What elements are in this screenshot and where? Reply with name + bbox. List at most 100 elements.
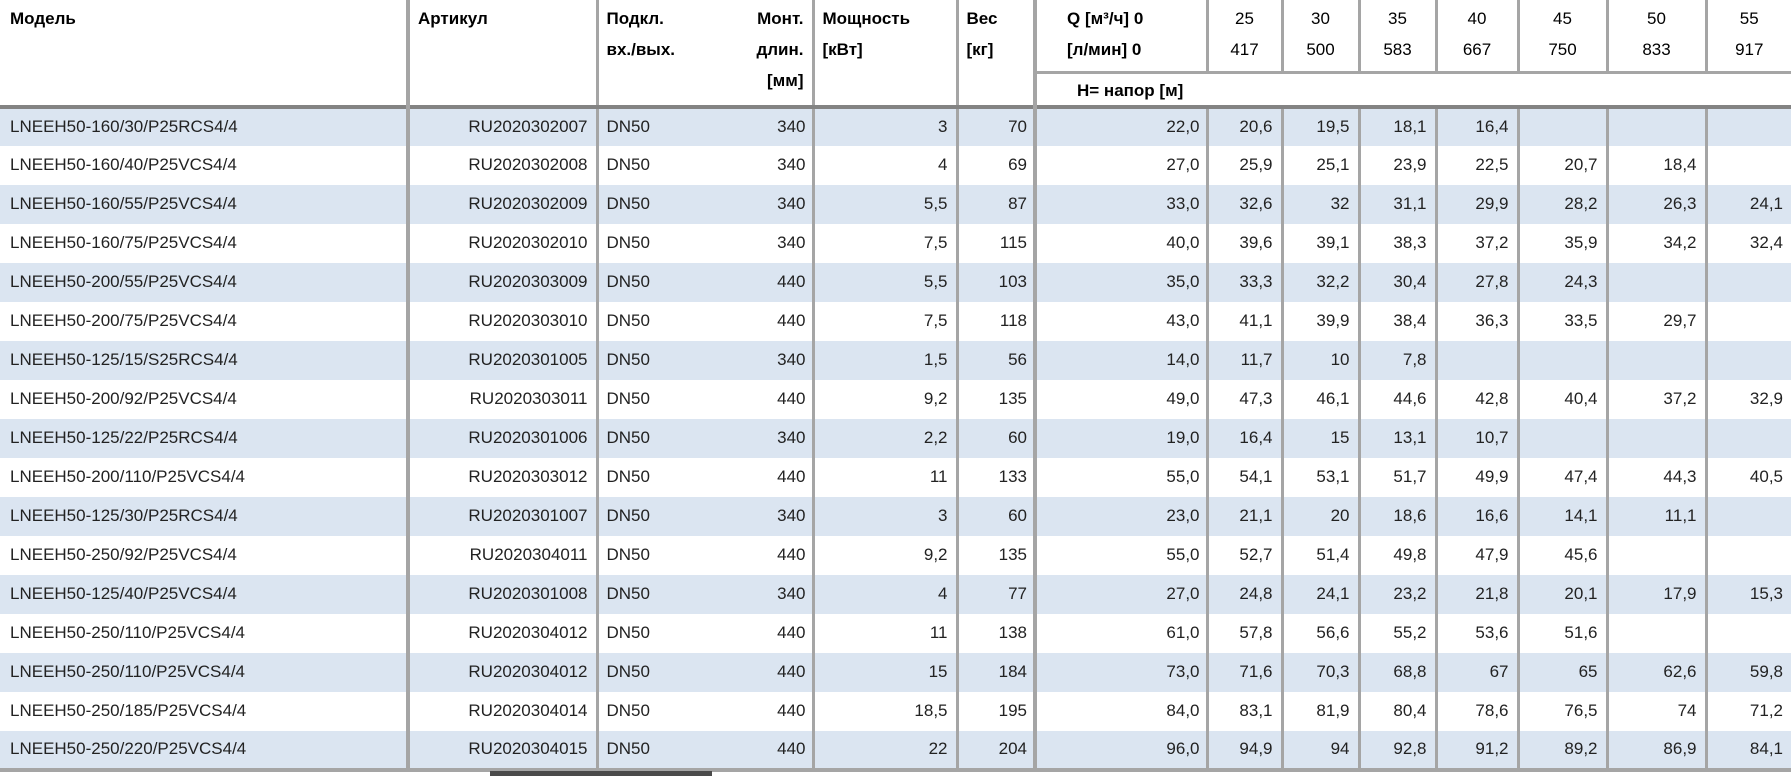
head-at-q0-cell: 23,0 bbox=[1035, 496, 1209, 536]
model-cell: LNEEH50-200/110/P25VCS4/4 bbox=[0, 457, 410, 497]
mount-length-cell: 340 bbox=[707, 104, 815, 146]
article-cell: RU2020302007 bbox=[408, 104, 599, 146]
mount-length-cell: 340 bbox=[707, 184, 815, 224]
head-value-cell: 39,1 bbox=[1282, 223, 1361, 263]
power-cell: 11 bbox=[813, 457, 959, 497]
head-value-cell: 78,6 bbox=[1436, 691, 1520, 731]
head-at-q0-cell: 55,0 bbox=[1035, 457, 1209, 497]
model-cell: LNEEH50-125/15/S25RCS4/4 bbox=[0, 340, 410, 380]
head-value-cell: 10 bbox=[1282, 340, 1361, 380]
head-value-cell: 17,9 bbox=[1607, 574, 1708, 614]
power-cell: 5,5 bbox=[813, 184, 959, 224]
head-value-cell: 25,9 bbox=[1207, 145, 1284, 185]
article-cell: RU2020304015 bbox=[408, 730, 599, 772]
head-value-cell bbox=[1706, 535, 1791, 575]
head-value-cell: 84,1 bbox=[1706, 730, 1791, 772]
head-value-cell: 40,4 bbox=[1518, 379, 1609, 419]
weight-cell: 103 bbox=[957, 262, 1037, 302]
head-at-q0-cell: 27,0 bbox=[1035, 574, 1209, 614]
model-cell: LNEEH50-200/92/P25VCS4/4 bbox=[0, 379, 410, 419]
table-row: LNEEH50-160/55/P25VCS4/4 RU2020302009 DN50… bbox=[0, 184, 1791, 224]
article-cell: RU2020302009 bbox=[408, 184, 599, 224]
head-value-cell: 18,1 bbox=[1359, 104, 1438, 146]
model-cell: LNEEH50-250/185/P25VCS4/4 bbox=[0, 691, 410, 731]
head-value-cell: 29,7 bbox=[1607, 301, 1708, 341]
mount-length-cell: 440 bbox=[707, 730, 815, 772]
column-header-flow-55: 55 917 bbox=[1706, 0, 1791, 74]
connection-cell: DN50 bbox=[597, 574, 707, 614]
head-value-cell: 18,4 bbox=[1607, 145, 1708, 185]
model-cell: LNEEH50-250/110/P25VCS4/4 bbox=[0, 652, 410, 692]
table-row: LNEEH50-160/30/P25RCS4/4 RU2020302007 DN50… bbox=[0, 104, 1791, 146]
head-value-cell: 67 bbox=[1436, 652, 1520, 692]
model-cell: LNEEH50-250/220/P25VCS4/4 bbox=[0, 730, 410, 772]
head-value-cell bbox=[1706, 145, 1791, 185]
head-value-cell: 40,5 bbox=[1706, 457, 1791, 497]
column-header-flow-40: 40 667 bbox=[1436, 0, 1520, 74]
weight-cell: 69 bbox=[957, 145, 1037, 185]
column-header-flow-q0: Q [м³/ч] 0 [л/мин] 0 bbox=[1035, 0, 1209, 74]
weight-cell: 195 bbox=[957, 691, 1037, 731]
head-value-cell: 24,3 bbox=[1518, 262, 1609, 302]
column-header-mount-length: Монт. длин. [мм] bbox=[707, 0, 815, 107]
mount-length-cell: 440 bbox=[707, 379, 815, 419]
mount-length-cell: 440 bbox=[707, 262, 815, 302]
mount-length-cell: 440 bbox=[707, 301, 815, 341]
head-at-q0-cell: 96,0 bbox=[1035, 730, 1209, 772]
head-at-q0-cell: 19,0 bbox=[1035, 418, 1209, 458]
table-row: LNEEH50-125/40/P25VCS4/4 RU2020301008 DN50… bbox=[0, 574, 1791, 614]
head-value-cell: 54,1 bbox=[1207, 457, 1284, 497]
weight-cell: 115 bbox=[957, 223, 1037, 263]
table-row: LNEEH50-250/220/P25VCS4/4 RU2020304015 DN5… bbox=[0, 730, 1791, 772]
head-value-cell: 55,2 bbox=[1359, 613, 1438, 653]
head-value-cell: 24,1 bbox=[1706, 184, 1791, 224]
column-header-flow-50: 50 833 bbox=[1607, 0, 1708, 74]
head-value-cell bbox=[1607, 262, 1708, 302]
head-value-cell: 11,7 bbox=[1207, 340, 1284, 380]
head-value-cell: 76,5 bbox=[1518, 691, 1609, 731]
head-at-q0-cell: 43,0 bbox=[1035, 301, 1209, 341]
head-value-cell: 39,9 bbox=[1282, 301, 1361, 341]
head-value-cell bbox=[1706, 104, 1791, 146]
head-value-cell: 44,6 bbox=[1359, 379, 1438, 419]
model-cell: LNEEH50-160/30/P25RCS4/4 bbox=[0, 104, 410, 146]
head-value-cell: 49,9 bbox=[1436, 457, 1520, 497]
head-value-cell: 21,8 bbox=[1436, 574, 1520, 614]
head-value-cell: 89,2 bbox=[1518, 730, 1609, 772]
power-cell: 7,5 bbox=[813, 223, 959, 263]
article-cell: RU2020304011 bbox=[408, 535, 599, 575]
head-value-cell: 32,9 bbox=[1706, 379, 1791, 419]
head-at-q0-cell: 33,0 bbox=[1035, 184, 1209, 224]
head-value-cell: 65 bbox=[1518, 652, 1609, 692]
head-value-cell: 20,7 bbox=[1518, 145, 1609, 185]
head-value-cell: 94 bbox=[1282, 730, 1361, 772]
head-value-cell: 33,3 bbox=[1207, 262, 1284, 302]
mount-length-cell: 440 bbox=[707, 457, 815, 497]
model-cell: LNEEH50-125/30/P25RCS4/4 bbox=[0, 496, 410, 536]
weight-cell: 135 bbox=[957, 535, 1037, 575]
head-value-cell bbox=[1607, 535, 1708, 575]
head-value-cell: 94,9 bbox=[1207, 730, 1284, 772]
power-cell: 1,5 bbox=[813, 340, 959, 380]
table-row: LNEEH50-125/22/P25RCS4/4 RU2020301006 DN50… bbox=[0, 418, 1791, 458]
head-value-cell: 25,1 bbox=[1282, 145, 1361, 185]
weight-cell: 77 bbox=[957, 574, 1037, 614]
weight-cell: 60 bbox=[957, 496, 1037, 536]
table-row: LNEEH50-250/92/P25VCS4/4 RU2020304011 DN50… bbox=[0, 535, 1791, 575]
head-value-cell: 32,2 bbox=[1282, 262, 1361, 302]
head-value-cell: 80,4 bbox=[1359, 691, 1438, 731]
head-value-cell: 24,8 bbox=[1207, 574, 1284, 614]
connection-cell: DN50 bbox=[597, 145, 707, 185]
connection-cell: DN50 bbox=[597, 652, 707, 692]
head-value-cell: 51,7 bbox=[1359, 457, 1438, 497]
column-header-model: Модель bbox=[0, 0, 410, 107]
head-value-cell: 71,6 bbox=[1207, 652, 1284, 692]
table-row: LNEEH50-200/55/P25VCS4/4 RU2020303009 DN50… bbox=[0, 262, 1791, 302]
head-value-cell: 51,4 bbox=[1282, 535, 1361, 575]
table-row: LNEEH50-160/40/P25VCS4/4 RU2020302008 DN50… bbox=[0, 145, 1791, 185]
power-cell: 4 bbox=[813, 574, 959, 614]
weight-cell: 184 bbox=[957, 652, 1037, 692]
column-header-flow-45: 45 750 bbox=[1518, 0, 1609, 74]
mount-length-cell: 340 bbox=[707, 223, 815, 263]
head-at-q0-cell: 84,0 bbox=[1035, 691, 1209, 731]
